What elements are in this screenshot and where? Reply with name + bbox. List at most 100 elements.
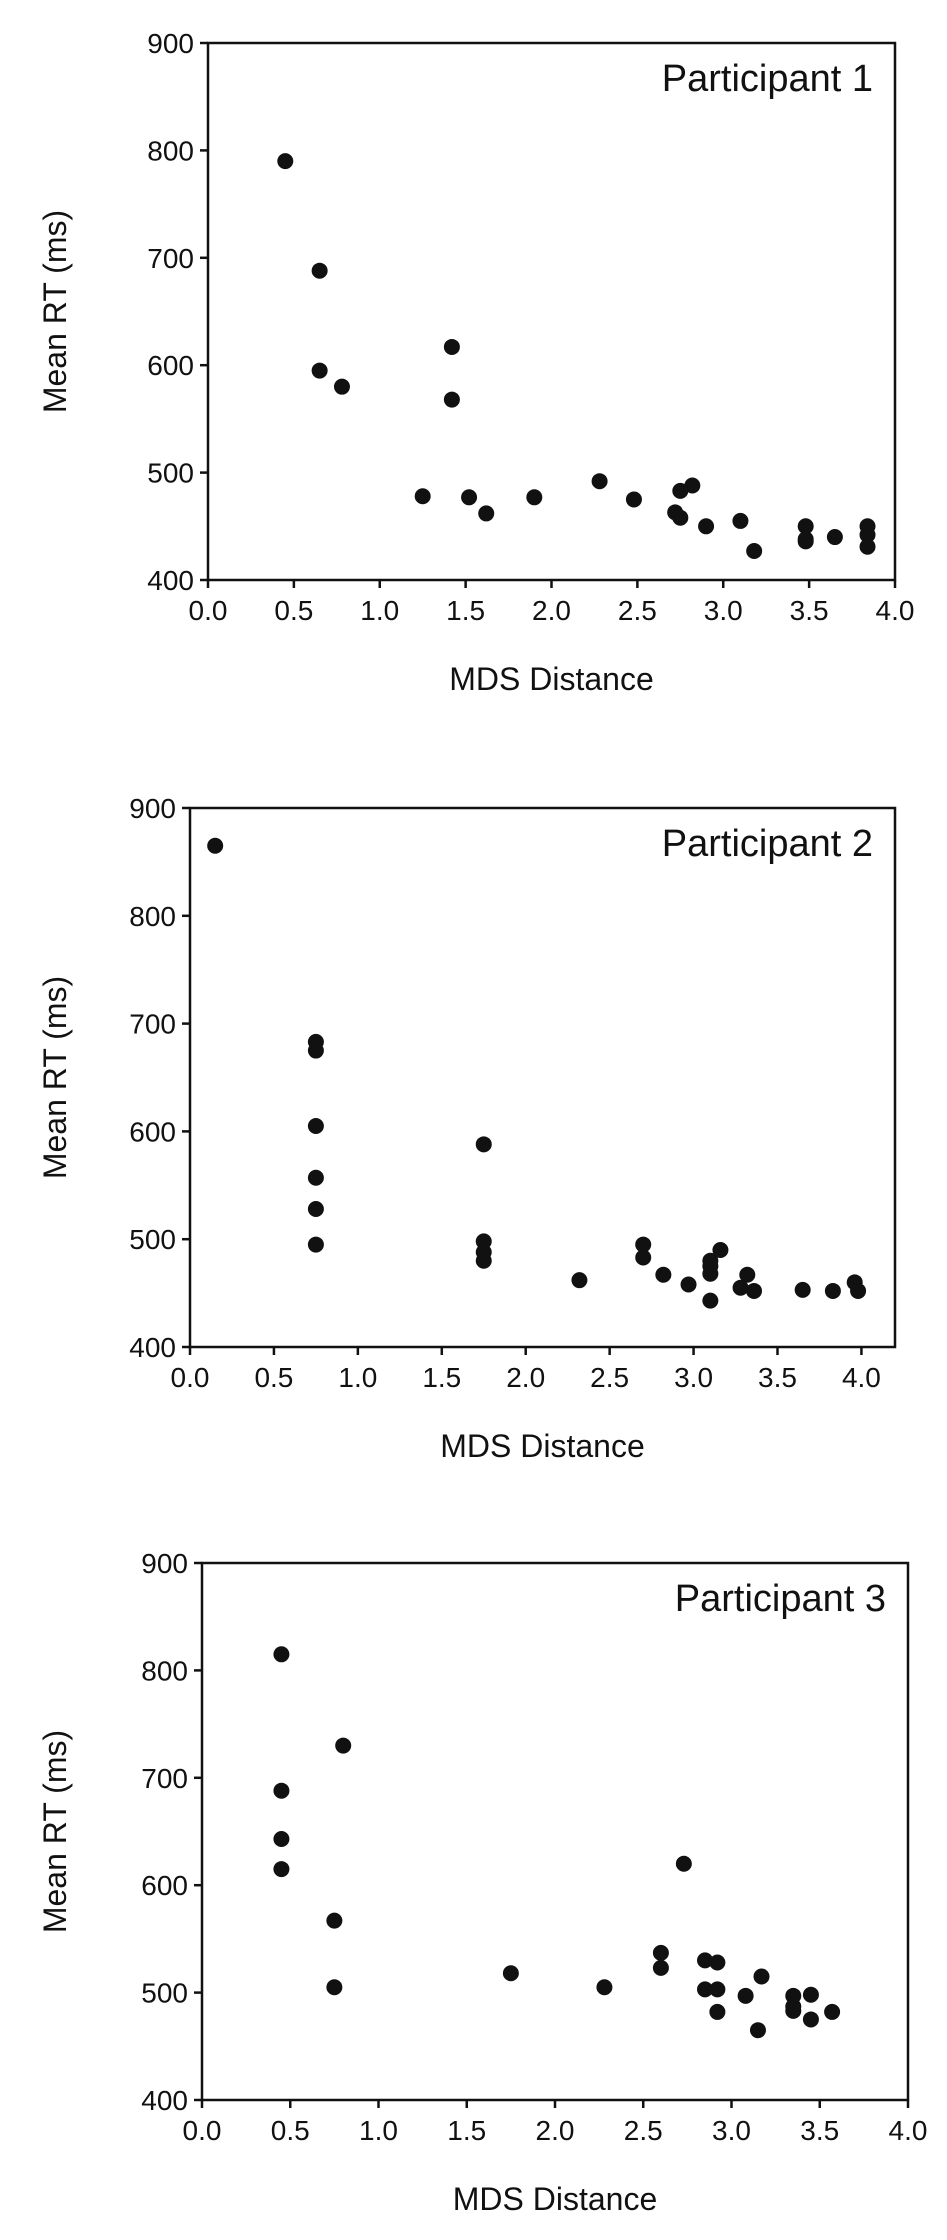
x-tick-label: 2.5: [618, 595, 657, 626]
data-point: [478, 505, 495, 522]
x-tick-label: 2.5: [624, 2115, 663, 2146]
chart-panel-2: 400 500 600 700 800 900 0.0 0.5 1.0 1.5 2.0 2.5 3.0 3…: [37, 793, 897, 1464]
x-tick-label: 1.5: [446, 595, 485, 626]
data-point: [824, 2003, 841, 2020]
y-axis-title: Mean RT (ms): [37, 1730, 73, 1933]
data-point: [737, 1987, 754, 2004]
data-point: [680, 1276, 697, 1293]
y-tick-label: 800: [141, 1655, 188, 1686]
data-point: [652, 1944, 669, 1961]
data-point: [277, 153, 294, 170]
data-point: [709, 2003, 726, 2020]
data-point: [443, 391, 460, 408]
x-tick-label: 1.0: [338, 1362, 377, 1393]
data-point: [526, 489, 543, 506]
data-point: [307, 1236, 324, 1253]
data-point: [712, 1241, 729, 1258]
data-point: [797, 533, 814, 550]
data-point: [697, 1952, 714, 1969]
y-tick-label: 400: [129, 1332, 176, 1363]
data-point: [749, 2022, 766, 2039]
y-tick-label: 800: [129, 901, 176, 932]
plot-frame: [206, 41, 897, 582]
data-point: [635, 1236, 652, 1253]
y-tick-label: 500: [141, 1978, 188, 2009]
x-tick-label: 3.5: [790, 595, 829, 626]
data-point: [746, 543, 763, 560]
x-tick-label: 2.0: [532, 595, 571, 626]
data-point: [746, 1282, 762, 1299]
x-axis-title: MDS Distance: [449, 661, 654, 697]
data-point: [591, 473, 608, 490]
y-tick-label: 600: [141, 1870, 188, 1901]
x-tick-label: 1.0: [359, 2115, 398, 2146]
data-point: [475, 1252, 492, 1269]
x-tick-label: 1.5: [447, 2115, 486, 2146]
data-point: [273, 1831, 290, 1848]
data-point: [635, 1249, 652, 1266]
data-point: [333, 378, 350, 395]
y-tick-label: 600: [129, 1116, 176, 1147]
data-point: [475, 1136, 492, 1153]
data-point: [684, 477, 701, 494]
y-tick-label: 600: [147, 350, 194, 381]
y-tick-label: 900: [129, 793, 176, 824]
data-point: [709, 1981, 726, 1998]
y-tick-label: 400: [147, 565, 194, 596]
plot-frame: [200, 1561, 910, 2102]
data-point: [785, 2002, 802, 2019]
y-tick-label: 700: [129, 1009, 176, 1040]
data-point: [307, 1118, 324, 1135]
panel-title: Participant 1: [662, 58, 873, 100]
x-tick-label: 4.0: [876, 595, 915, 626]
x-tick-label: 0.0: [183, 2115, 222, 2146]
data-point: [502, 1965, 519, 1982]
y-tick-label: 500: [147, 458, 194, 489]
x-tick-label: 4.0: [889, 2115, 928, 2146]
data-point: [443, 338, 460, 355]
data-point: [802, 1986, 819, 2003]
panel-title: Participant 3: [675, 1578, 886, 1620]
plot-frame: [188, 806, 897, 1349]
data-point: [273, 1782, 290, 1799]
y-axis-title: Mean RT (ms): [37, 210, 73, 413]
x-tick-label: 3.0: [704, 595, 743, 626]
x-tick-label: 0.5: [271, 2115, 310, 2146]
x-tick-label: 2.5: [590, 1362, 629, 1393]
y-tick-label: 800: [147, 135, 194, 166]
data-point: [850, 1282, 867, 1299]
data-point: [672, 482, 689, 499]
y-axis-title: Mean RT (ms): [37, 976, 73, 1179]
data-point: [698, 518, 715, 535]
panel-title: Participant 2: [662, 823, 873, 865]
data-point: [753, 1968, 770, 1985]
y-tick-label: 900: [141, 1548, 188, 1579]
data-point: [652, 1959, 669, 1976]
data-point: [859, 538, 876, 555]
data-point: [709, 1954, 726, 1971]
data-point: [732, 1279, 749, 1296]
y-tick-label: 700: [147, 243, 194, 274]
x-tick-label: 3.0: [674, 1362, 713, 1393]
data-point: [596, 1979, 613, 1996]
data-point: [739, 1266, 756, 1283]
y-tick-label: 400: [141, 2085, 188, 2116]
data-point: [732, 512, 749, 529]
data-point: [675, 1855, 692, 1872]
x-tick-label: 0.5: [254, 1362, 293, 1393]
data-point: [207, 837, 224, 854]
data-point: [311, 262, 328, 279]
chart-panel-3: 400 500 600 700 800 900 0.0 0.5 1.0 1.5 2.0 2.5 3.0 3…: [37, 1548, 927, 2217]
data-point: [307, 1169, 324, 1186]
data-point: [273, 1646, 290, 1663]
data-point: [326, 1912, 343, 1929]
x-tick-label: 1.5: [422, 1362, 461, 1393]
data-point: [571, 1272, 588, 1289]
y-tick-label: 500: [129, 1224, 176, 1255]
data-point: [414, 488, 431, 505]
x-tick-label: 3.5: [800, 2115, 839, 2146]
chart-panel-1: 400 500 600 700 800 900 0.0 0.5 1.0 1.5 2.0 2.5 3.0 3…: [37, 28, 914, 697]
x-tick-label: 3.5: [758, 1362, 797, 1393]
data-point: [702, 1292, 719, 1309]
